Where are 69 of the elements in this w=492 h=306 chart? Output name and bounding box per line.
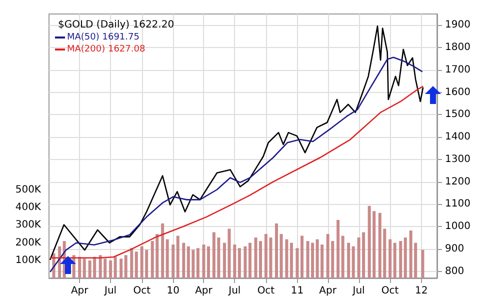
bar [300,236,304,278]
bar [114,256,117,278]
bar [176,236,180,278]
bar [109,260,112,278]
bar [404,238,407,278]
y-tick-label: 1700 [445,64,470,76]
bar [202,244,206,278]
y-tick-label: 900 [445,243,464,254]
bar [78,256,82,278]
y-tick-label: 1500 [445,109,470,120]
y2-tick-label: 300K [15,220,42,231]
bar [120,258,123,278]
x-tick-label: 10 [166,286,180,296]
x-tick-label: Jul [104,286,117,296]
bar [352,246,355,278]
y-tick-label: 800 [445,266,464,277]
y-tick-label: 1400 [445,132,470,143]
y2-tick-label: 200K [15,237,42,248]
legend-label: MA(200) 1627.08 [67,44,146,54]
x-tick-label: 11 [290,286,304,296]
bar [274,223,278,278]
bar [233,244,236,278]
bar [161,223,164,278]
x-tick-label: Jul [228,286,241,296]
bar [206,246,210,278]
bar [182,242,186,278]
x-tick-label: Oct [381,286,399,296]
x-tick-label: Apr [195,286,214,296]
bar [124,255,128,278]
x-tick-label: Jul [352,286,365,296]
bar [393,242,396,278]
bar [336,220,340,278]
bar [82,258,86,278]
bar [134,252,138,278]
bar [196,248,200,278]
x-tick-label: 12 [414,286,428,296]
bar [341,236,344,278]
bar [285,239,288,278]
x-tick-label: Apr [319,286,338,296]
bar [166,239,169,278]
y2-tick-label: 500K [15,184,42,196]
y2-tick-label: 400K [15,202,42,214]
y2-tick-label: 100K [15,254,42,266]
bar [248,242,252,278]
bar [421,250,424,278]
text: $GOLD (Daily) 1622.20 [58,20,174,30]
legend-label: MA(50) 1691.75 [67,32,140,42]
bar [172,244,175,278]
x-tick-label: Oct [133,286,151,296]
bar [399,241,402,278]
bar [290,242,293,278]
y-tick-label: 1800 [445,42,470,54]
x-tick-label: Apr [70,286,90,296]
y-tick-label: 1200 [445,176,470,188]
line-series [49,86,424,259]
y-tick-label: 1600 [445,86,470,98]
x-tick-label: Oct [257,286,275,296]
y-tick-label: 1900 [445,20,470,31]
bar [280,234,283,278]
y-tick-label: 1100 [445,198,470,210]
bar [244,246,247,278]
bar [238,248,241,278]
y-tick-label: 1000 [445,221,470,232]
line-series [49,56,424,273]
bar [388,239,392,278]
bar [347,242,350,278]
bar [130,248,134,278]
y-tick-label: 1300 [445,154,470,165]
bar [296,248,299,278]
